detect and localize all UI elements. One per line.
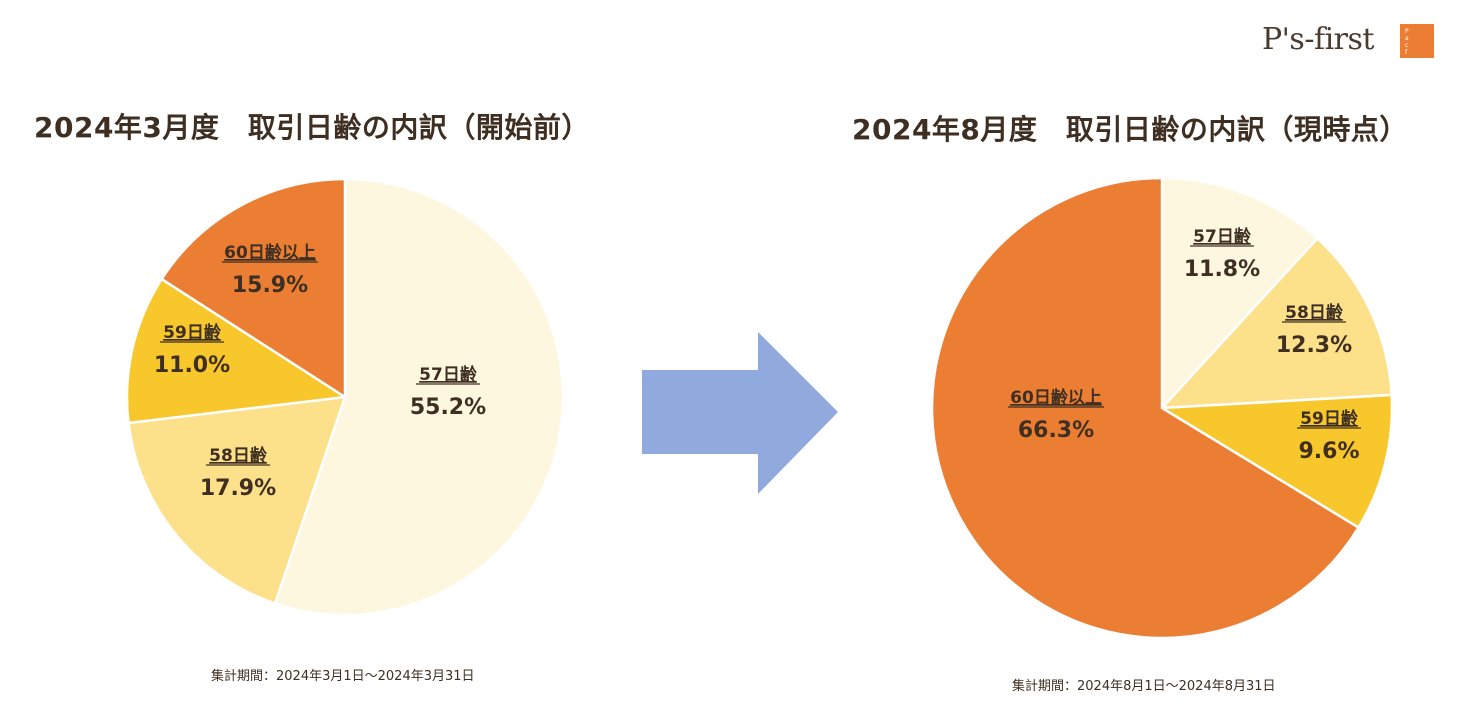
chart-title-august: 2024年8月度 取引日齢の内訳（現時点） [852,113,1408,146]
arrow-right-icon [642,332,838,494]
slice-label-57-march: 57日齢 [419,364,478,385]
pie-slice-59-march [125,277,349,425]
pie-slice-60plus-august [930,176,1361,640]
slice-label-57-august: 57日齢 [1193,226,1252,247]
slice-label-58-august: 58日齢 [1285,302,1344,323]
slice-value-57-march: 55.2% [410,395,486,420]
slice-value-59-august: 9.6% [1298,439,1359,464]
slice-label-59-march: 59日齢 [163,322,222,343]
period-note-august: 集計期間：2024年8月1日〜2024年8月31日 [1012,679,1276,694]
svg-text:c: c [1405,42,1408,49]
pie-slice-57-august [1160,176,1320,412]
slice-label-60plus-august: 60日齢以上 [1010,387,1102,408]
logo-text: P's-first [1262,22,1374,57]
svg-text:a: a [1405,35,1409,42]
pie-slice-57-march [273,177,565,617]
slice-label-58-march: 58日齢 [209,445,268,466]
slice-label-59-august: 59日齢 [1300,408,1359,429]
slice-value-60plus-august: 66.3% [1018,418,1094,443]
chart-title-march: 2024年3月度 取引日齢の内訳（開始前） [34,111,590,144]
slice-value-59-march: 11.0% [154,353,230,378]
slice-value-58-august: 12.3% [1276,333,1352,358]
slice-label-60plus-march: 60日齢以上 [224,242,316,263]
svg-text:f: f [1405,49,1408,56]
pie-slice-60plus-march [159,177,347,400]
slice-value-58-march: 17.9% [200,476,276,501]
period-note-march: 集計期間：2024年3月1日〜2024年3月31日 [211,669,475,684]
pie-slice-58-august [1159,236,1393,410]
slice-value-60plus-march: 15.9% [232,273,308,298]
svg-text:P: P [1405,28,1409,35]
pie-slice-58-march [127,395,347,606]
slice-value-57-august: 11.8% [1184,257,1260,282]
logo-badge: P a c f [1400,24,1434,58]
